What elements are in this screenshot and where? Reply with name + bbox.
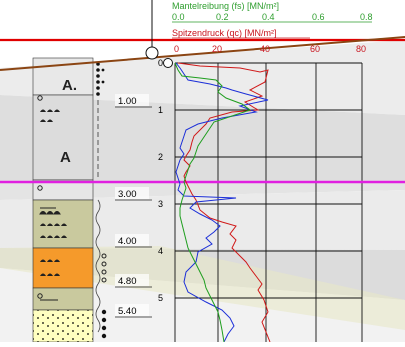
cone-tick-label: 0 xyxy=(174,44,179,54)
cone-tick-label: 20 xyxy=(212,44,222,54)
depth-label: 5 xyxy=(158,293,163,303)
soil-layer-3 xyxy=(0,180,405,200)
sleeve-friction-curve xyxy=(174,62,252,343)
depth-label: 2 xyxy=(158,152,163,162)
friction-tick-label: 0.8 xyxy=(360,12,373,22)
friction-tick-label: 0.6 xyxy=(312,12,325,22)
cone-tick-label: 40 xyxy=(260,44,270,54)
cone-tick-label: 60 xyxy=(310,44,320,54)
friction-axis-title: Mantelreibung (fs) [MN/m²] xyxy=(172,1,279,11)
soil-layer-2 xyxy=(0,95,405,180)
boundary-label-bg xyxy=(115,187,149,199)
layer-boundary[interactable]: 3.00 xyxy=(115,187,152,201)
layer-boundary[interactable]: 1.00 xyxy=(115,94,152,108)
soil-layer-1 xyxy=(0,40,405,115)
layer-boundary[interactable]: 4.80 xyxy=(115,274,152,288)
depth-label: 3 xyxy=(158,199,163,209)
depth-label: 1 xyxy=(158,105,163,115)
consistency-wiggle xyxy=(95,199,101,333)
depth-label: 4 xyxy=(158,246,163,256)
soil-layer-sand xyxy=(0,246,405,330)
cone-axis-title: Spitzendruck (qc) [MN/m²] xyxy=(172,28,277,38)
friction-tick-label: 0.2 xyxy=(216,12,229,22)
boundary-depth-label: 1.00 xyxy=(118,96,137,107)
boundary-label-bg xyxy=(115,304,149,316)
layer-boundary[interactable]: 4.00 xyxy=(115,234,152,248)
cone-tick-label: 80 xyxy=(356,44,366,54)
boundary-label-bg xyxy=(115,94,149,106)
terrain-surface-line xyxy=(0,36,405,71)
boundary-label-bg xyxy=(115,234,149,246)
cone-axis-header: Spitzendruck (qc) [MN/m²] 0 20 40 60 80 xyxy=(172,28,366,54)
chart-grid xyxy=(174,62,363,342)
layer-boundary-labels: 1.00 3.00 4.00 4.80 5.40 xyxy=(115,94,152,318)
friction-tick-label: 0.4 xyxy=(262,12,275,22)
layer-boundary[interactable]: 5.40 xyxy=(115,304,152,318)
sounding-head-marker[interactable] xyxy=(145,46,159,60)
friction-axis-header: Mantelreibung (fs) [MN/m²] 0.0 0.2 0.4 0.6 0… xyxy=(172,1,373,23)
boundary-depth-label: 5.40 xyxy=(118,306,137,317)
boundary-depth-label: 3.00 xyxy=(118,189,137,200)
boundary-depth-label: 4.00 xyxy=(118,236,137,247)
soil-label-upper: A. xyxy=(62,77,77,94)
column-layer-a2 xyxy=(32,94,94,181)
soil-column: A. A xyxy=(32,57,107,343)
depth-label: 0 xyxy=(158,58,163,68)
depth-axis-labels: 0 1 2 3 4 5 xyxy=(158,58,163,303)
boundary-label-bg xyxy=(115,274,149,286)
boundary-depth-label: 4.80 xyxy=(118,276,137,287)
column-layer-orange xyxy=(32,247,94,289)
soil-layer-4 xyxy=(0,190,405,250)
soil-label-lower: A xyxy=(60,149,71,166)
column-layer-olive-2 xyxy=(32,287,94,311)
soil-layers xyxy=(0,40,405,342)
depth-zero-marker xyxy=(163,58,173,68)
water-content-dots xyxy=(96,62,107,339)
soil-hatch-symbols xyxy=(37,95,67,301)
friction-tick-label: 0.0 xyxy=(172,12,185,22)
soil-layer-6 xyxy=(0,268,405,342)
cone-resistance-curve xyxy=(175,62,269,343)
